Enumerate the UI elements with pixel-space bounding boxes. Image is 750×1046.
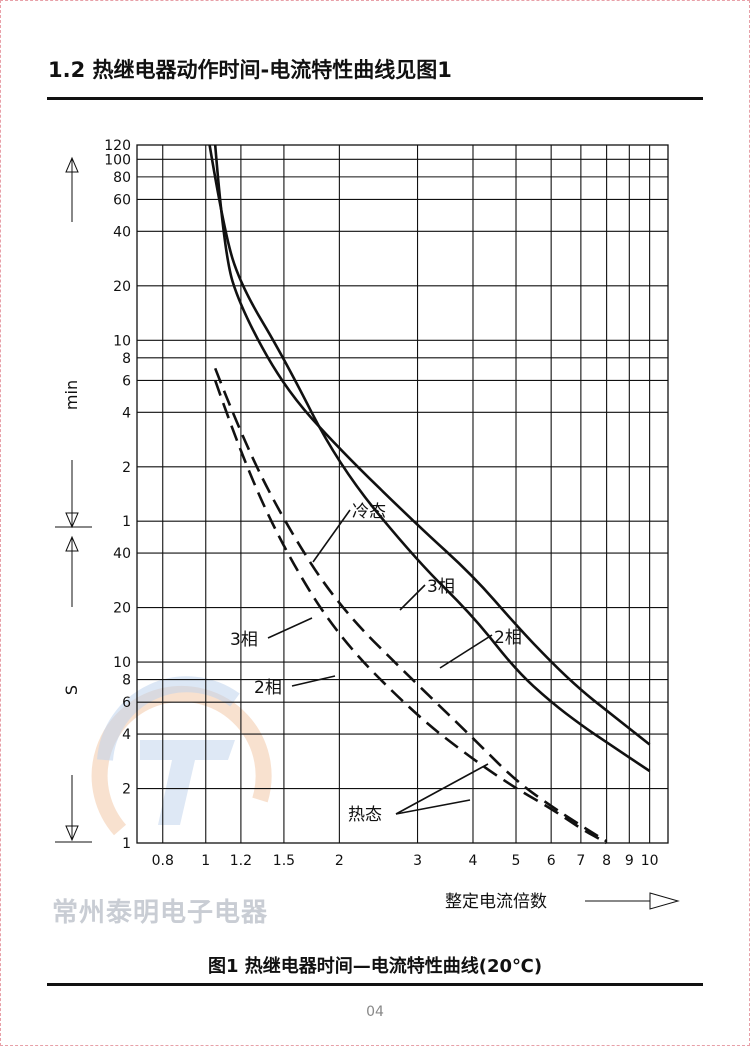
arrow-right-icon bbox=[649, 892, 680, 910]
curve-hot bbox=[213, 379, 608, 845]
x-tick-label: 1 bbox=[201, 853, 210, 869]
y-unit-seconds: S bbox=[62, 685, 81, 695]
section-title: 1.2 热继电器动作时间-电流特性曲线见图1 bbox=[48, 58, 452, 82]
y-tick-label-sec: 20 bbox=[113, 601, 131, 617]
arrow-down-icon bbox=[65, 825, 79, 842]
x-tick-label: 4 bbox=[469, 853, 478, 869]
y-unit-minutes: min bbox=[62, 380, 81, 410]
x-tick-label: 1.5 bbox=[273, 853, 295, 869]
page-number: 04 bbox=[366, 1004, 384, 1020]
watermark-company-text: 常州泰明电子电器 bbox=[52, 898, 269, 928]
x-tick-label: 3 bbox=[413, 853, 422, 869]
y-tick-label-min: 120 bbox=[104, 138, 131, 154]
bottom-rule bbox=[47, 983, 703, 986]
curve-cold bbox=[213, 144, 651, 746]
plot-frame bbox=[136, 144, 669, 844]
y-tick-label-sec: 8 bbox=[122, 673, 131, 689]
x-tick-label: 1.2 bbox=[230, 853, 252, 869]
x-tick-label: 8 bbox=[602, 853, 611, 869]
y-tick-label-min: 80 bbox=[113, 170, 131, 186]
y-tick-label-min: 1 bbox=[122, 514, 131, 530]
y-tick-label-sec: 4 bbox=[122, 727, 131, 743]
y-tick-label-min: 4 bbox=[122, 405, 131, 421]
y-tick-label-min: 2 bbox=[122, 460, 131, 476]
x-tick-label: 9 bbox=[625, 853, 634, 869]
annotation-label: 冷态 bbox=[352, 502, 386, 522]
y-tick-label-min: 100 bbox=[104, 152, 131, 168]
annotation-leader bbox=[291, 675, 336, 687]
y-tick-label-min: 6 bbox=[122, 373, 131, 389]
y-tick-label-sec: 1 bbox=[122, 836, 131, 852]
annotation-label: 2相 bbox=[254, 678, 282, 698]
y-tick-label-min: 40 bbox=[113, 224, 131, 240]
y-tick-label-min: 10 bbox=[113, 333, 131, 349]
arrow-down-icon bbox=[65, 512, 79, 529]
annotation-leader bbox=[395, 799, 471, 815]
annotation-label: 3相 bbox=[230, 630, 258, 650]
top-rule bbox=[47, 97, 703, 100]
arrow-up-icon bbox=[65, 535, 79, 552]
annotation-label: 2相 bbox=[494, 628, 522, 648]
y-tick-label-min: 8 bbox=[122, 351, 131, 367]
y-tick-label-sec: 2 bbox=[122, 782, 131, 798]
x-tick-label: 10 bbox=[641, 853, 659, 869]
y-tick-label-sec: 40 bbox=[113, 546, 131, 562]
x-tick-label: 5 bbox=[512, 853, 521, 869]
x-tick-label: 7 bbox=[576, 853, 585, 869]
curve-cold bbox=[208, 144, 651, 773]
annotation-label: 3相 bbox=[427, 577, 455, 597]
y-tick-label-sec: 6 bbox=[122, 695, 131, 711]
arrow-up-icon bbox=[65, 156, 79, 173]
annotation-leader bbox=[439, 634, 493, 669]
y-tick-label-min: 20 bbox=[113, 279, 131, 295]
x-tick-label: 6 bbox=[547, 853, 556, 869]
curve-hot bbox=[213, 367, 608, 843]
y-tick-label-sec: 10 bbox=[113, 655, 131, 671]
annotation-label: 热态 bbox=[348, 805, 382, 825]
watermark-logo bbox=[91, 676, 272, 836]
figure-caption: 图1 热继电器时间—电流特性曲线(20℃) bbox=[207, 956, 543, 977]
annotation-leader bbox=[267, 617, 313, 639]
y-tick-label-min: 60 bbox=[113, 192, 131, 208]
x-tick-label: 2 bbox=[335, 853, 344, 869]
x-axis-label: 整定电流倍数 bbox=[445, 892, 547, 912]
annotation-leader bbox=[399, 584, 426, 611]
x-tick-label: 0.8 bbox=[152, 853, 174, 869]
annotation-leader bbox=[312, 509, 351, 563]
annotation-leader bbox=[395, 763, 489, 815]
